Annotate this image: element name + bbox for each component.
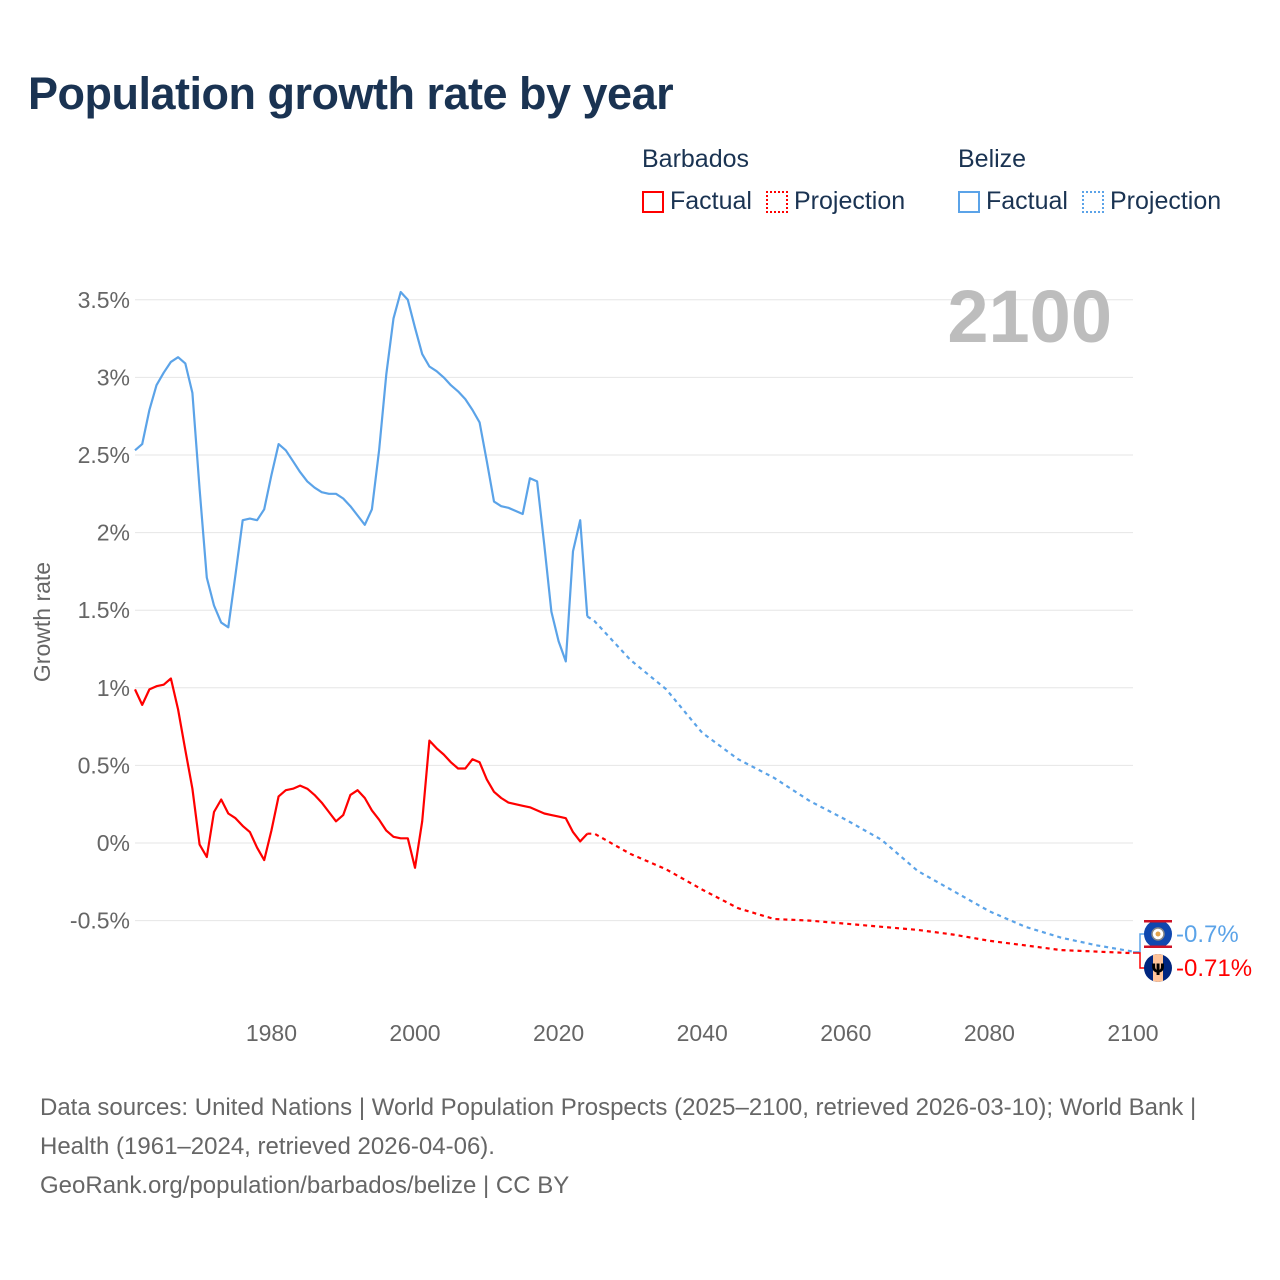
svg-text:Ψ: Ψ: [1151, 960, 1165, 979]
legend-label: Factual: [670, 187, 752, 215]
y-tick-label: 2%: [97, 520, 130, 546]
belize-factual-line: [134, 290, 589, 663]
y-tick-label: -0.5%: [70, 908, 130, 934]
y-tick-label: 0%: [97, 830, 130, 856]
y-axis-label: Growth rate: [29, 562, 55, 682]
legend-swatch-dotted: [765, 190, 788, 213]
legend-barbados-factual[interactable]: Factual: [642, 187, 752, 216]
credit-link[interactable]: GeoRank.org/population/barbados/belize |…: [40, 1172, 570, 1199]
legend-label: Factual: [986, 187, 1068, 215]
x-tick-label: 1980: [246, 1020, 297, 1046]
x-tick-label: 2080: [964, 1020, 1015, 1046]
legend-barbados-projection[interactable]: Projection: [765, 187, 906, 216]
y-tick-label: 3.5%: [78, 287, 130, 313]
legend-swatch-solid: [958, 190, 980, 213]
y-tick-label: 1.5%: [78, 597, 130, 623]
data-sources: Data sources: United Nations | World Pop…: [40, 1094, 1197, 1160]
barbados-end-label: -0.71%: [1176, 955, 1252, 982]
barbados-factual-line: [134, 677, 589, 869]
barbados-flag-icon: Ψ: [1144, 954, 1172, 982]
y-tick-label: 2.5%: [78, 442, 130, 468]
belize-projection-line: [586, 615, 1134, 953]
year-display: 2100: [947, 275, 1112, 358]
legend-swatch-solid: [642, 190, 664, 213]
legend-label: Projection: [793, 187, 906, 215]
belize-flag-icon: [1144, 920, 1172, 948]
x-tick-label: 2060: [820, 1020, 871, 1046]
legend-label: Projection: [1109, 187, 1222, 215]
barbados-projection-line: [587, 832, 1134, 955]
legend-belize-projection[interactable]: Projection: [1081, 187, 1222, 216]
footer: Data sources: United Nations | World Pop…: [40, 1088, 1240, 1205]
belize-connector: [1133, 933, 1146, 953]
x-tick-label: 2020: [533, 1020, 584, 1046]
barbados-connector: [1133, 952, 1146, 969]
y-tick-label: 3%: [97, 364, 130, 390]
x-tick-label: 2100: [1107, 1020, 1158, 1046]
y-tick-label: 0.5%: [78, 752, 130, 778]
legend-group-label: Barbados: [642, 145, 750, 173]
legend-belize-factual[interactable]: Factual: [958, 187, 1068, 216]
y-tick-label: 1%: [97, 675, 130, 701]
x-tick-label: 2000: [389, 1020, 440, 1046]
x-tick-label: 2040: [677, 1020, 728, 1046]
chart-title: Population growth rate by year: [28, 68, 674, 119]
legend-group-label: Belize: [958, 145, 1027, 173]
legend-group-barbados: Barbados Factual Projection: [642, 145, 905, 216]
legend-swatch-dotted: [1081, 190, 1104, 213]
legend-group-belize: Belize Factual Projection: [958, 145, 1221, 216]
belize-end-label: -0.7%: [1176, 921, 1239, 948]
